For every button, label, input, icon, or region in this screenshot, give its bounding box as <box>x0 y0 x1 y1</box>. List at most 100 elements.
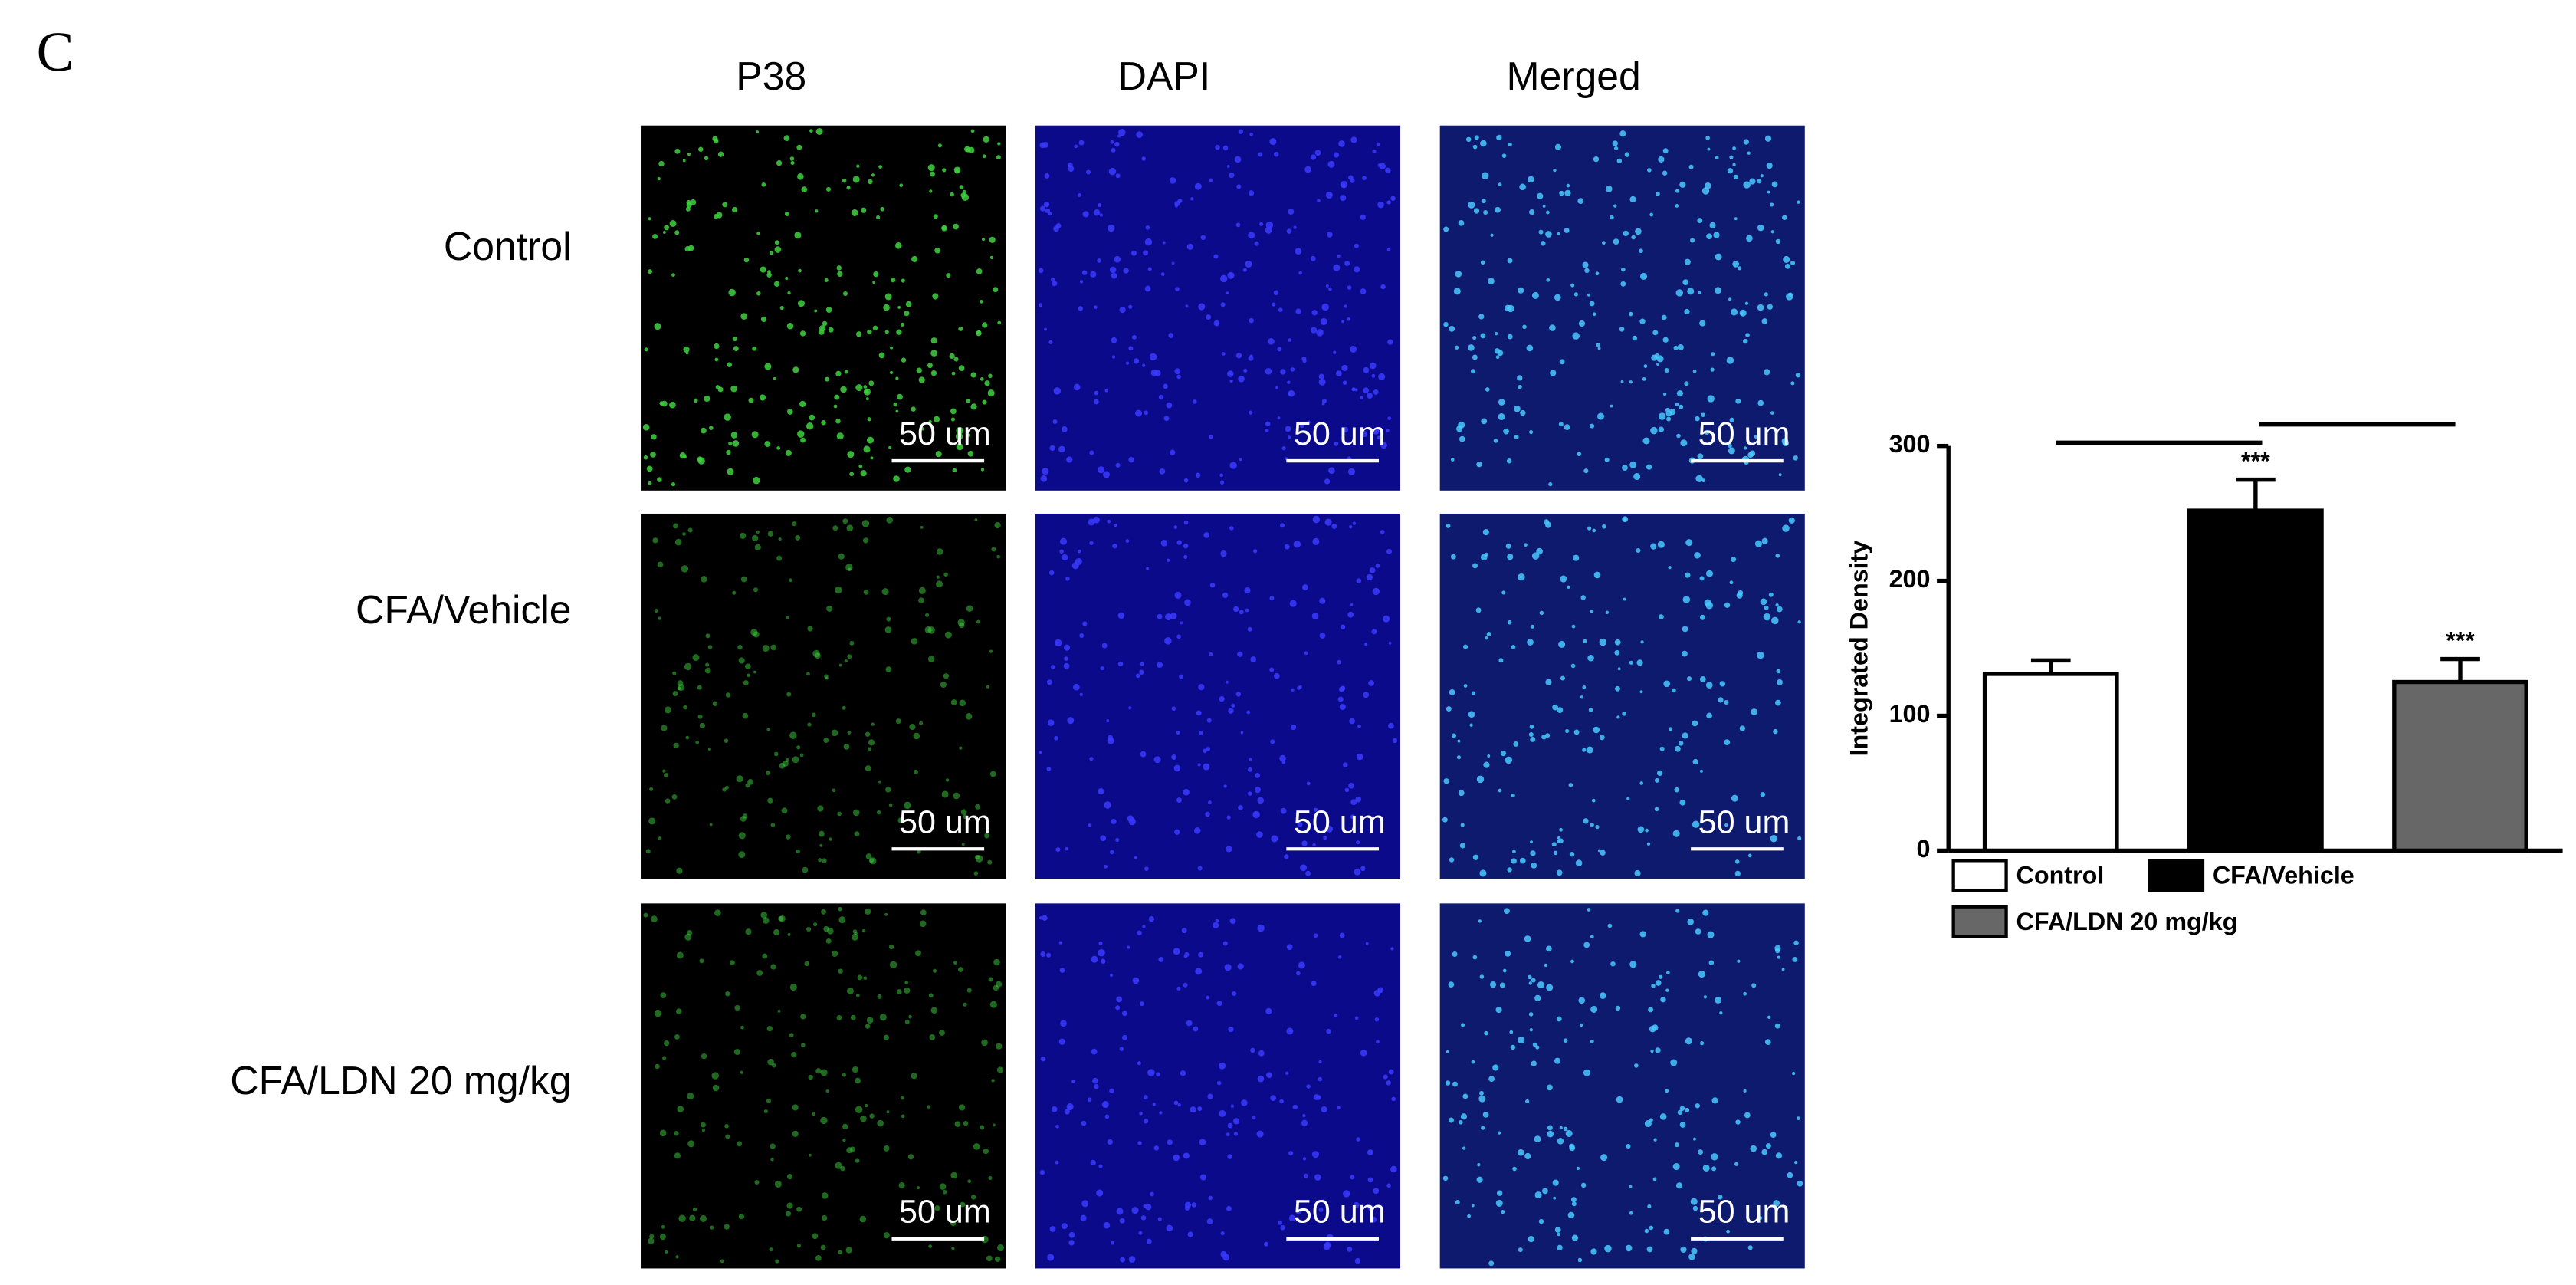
cell-dot <box>1757 651 1764 659</box>
cell-dot <box>1219 1109 1226 1117</box>
cell-dot <box>1243 368 1248 373</box>
cell-dot <box>812 712 816 718</box>
cell-dot <box>832 525 838 531</box>
cell-dot <box>840 386 847 393</box>
cell-dot <box>1443 321 1449 327</box>
cell-dot <box>1658 412 1666 420</box>
cell-dot <box>1306 1084 1311 1089</box>
cell-dot <box>993 958 1000 966</box>
cell-dot <box>1146 567 1150 570</box>
cell-dot <box>1690 238 1695 243</box>
cell-dot <box>1556 869 1563 876</box>
cell-dot <box>996 554 1001 559</box>
cell-dot <box>1312 537 1320 545</box>
cell-dot <box>951 371 956 376</box>
cell-dot <box>1620 380 1624 383</box>
cell-dot <box>854 831 860 837</box>
cell-dot <box>1695 1103 1700 1109</box>
cell-dot <box>1106 719 1110 723</box>
cell-dot <box>833 404 838 409</box>
cell-dot <box>1650 1049 1654 1053</box>
cell-dot <box>659 401 664 406</box>
cell-dot <box>655 1063 660 1070</box>
cell-dot <box>812 1112 815 1116</box>
cell-dot <box>1582 685 1587 689</box>
cell-dot <box>1229 379 1233 383</box>
cell-dot <box>1452 951 1458 957</box>
cell-dot <box>970 372 976 378</box>
cell-dot <box>850 1014 856 1020</box>
cell-dot <box>1226 1205 1232 1211</box>
cell-dot <box>897 817 904 823</box>
cell-dot <box>1599 638 1607 646</box>
cell-dot <box>1046 767 1052 771</box>
cell-dot <box>952 468 957 473</box>
cell-dot <box>760 912 768 919</box>
cell-dot <box>1375 564 1380 568</box>
cell-dot <box>1313 807 1318 812</box>
cell-dot <box>1114 142 1120 147</box>
cell-dot <box>1284 544 1290 550</box>
cell-dot <box>911 1073 917 1080</box>
cell-dot <box>1192 399 1197 404</box>
cell-dot <box>823 738 829 743</box>
cell-dot <box>1145 1204 1152 1211</box>
cell-dot <box>1747 853 1752 858</box>
cell-dot <box>1793 455 1798 461</box>
cell-dot <box>1541 241 1546 246</box>
cell-dot <box>1554 294 1561 301</box>
cell-dot <box>1639 781 1644 785</box>
cell-dot <box>1709 222 1716 228</box>
cell-dot <box>729 960 735 966</box>
cell-dot <box>956 443 963 451</box>
cell-dot <box>1209 652 1213 657</box>
cell-dot <box>966 433 970 438</box>
cell-dot <box>1711 352 1715 357</box>
cell-dot <box>1266 1072 1272 1079</box>
cell-dot <box>1313 933 1318 938</box>
cell-dot <box>1273 151 1279 157</box>
cell-dot <box>797 300 805 307</box>
cell-dot <box>1376 1040 1380 1044</box>
cell-dot <box>872 325 878 331</box>
cell-dot <box>878 780 881 784</box>
cell-dot <box>1577 198 1584 205</box>
cell-dot <box>1672 688 1676 693</box>
cell-dot <box>1265 421 1271 427</box>
cell-dot <box>1646 842 1651 846</box>
cell-dot <box>1711 1166 1717 1172</box>
cell-dot <box>1321 1199 1325 1203</box>
cell-dot <box>1616 715 1620 719</box>
cell-dot <box>1583 942 1590 948</box>
cell-dot <box>801 186 808 192</box>
cell-dot <box>1049 1226 1056 1232</box>
cell-dot <box>974 518 978 522</box>
cell-dot <box>767 270 771 274</box>
cell-dot <box>1455 345 1459 350</box>
cell-dot <box>983 136 989 143</box>
cell-dot <box>1498 182 1502 186</box>
cell-dot <box>1326 825 1334 833</box>
cell-dot <box>1269 138 1277 146</box>
cell-dot <box>1767 304 1773 310</box>
cell-dot <box>1347 468 1355 475</box>
cell-dot <box>1142 363 1146 367</box>
cell-dot <box>1354 243 1359 248</box>
cell-dot <box>767 797 773 804</box>
cell-dot <box>954 169 960 174</box>
cell-dot <box>1535 1045 1540 1050</box>
cell-dot <box>1775 699 1781 706</box>
cell-dot <box>941 790 949 798</box>
cell-dot <box>1360 214 1366 220</box>
cell-dot <box>1335 370 1342 376</box>
cell-dot <box>1563 1126 1568 1132</box>
cell-dot <box>1652 1177 1657 1181</box>
cell-dot <box>1507 334 1513 340</box>
cell-dot <box>740 1025 744 1030</box>
cell-dot <box>1301 356 1307 361</box>
cell-dot <box>1764 292 1768 297</box>
cell-dot <box>1724 823 1728 827</box>
cell-dot <box>913 769 918 774</box>
cell-dot <box>1157 613 1163 619</box>
